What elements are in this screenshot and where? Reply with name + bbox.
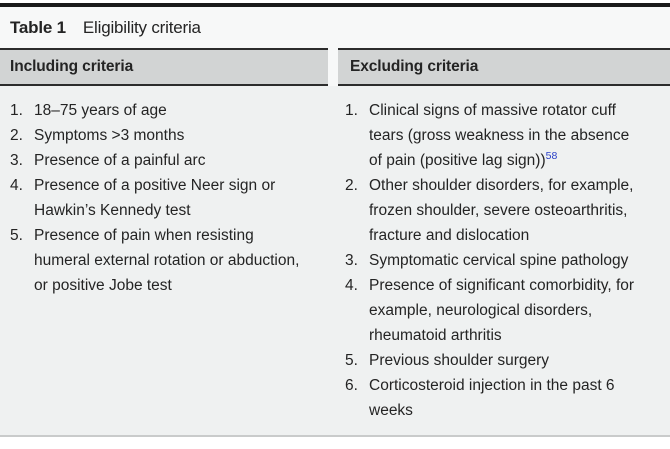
item-number: 1.: [10, 102, 23, 119]
list-item: 3. Symptomatic cervical spine pathology: [345, 248, 670, 273]
item-text: Symptoms >3 months: [34, 127, 185, 144]
table-top-rule: [0, 3, 670, 7]
excluding-criteria-list: 1. Clinical signs of massive rotator cuf…: [335, 98, 670, 435]
table-title-label: Table 1: [10, 17, 66, 37]
list-item: 4. Presence of a positive Neer sign or H…: [10, 173, 335, 223]
item-text: Presence of a painful arc: [34, 152, 206, 169]
column-header-excluding: Excluding criteria: [338, 48, 670, 86]
item-number: 4.: [10, 177, 23, 194]
list-item: 5. Previous shoulder surgery: [345, 348, 670, 373]
item-number: 1.: [345, 102, 358, 119]
list-item: 2. Symptoms >3 months: [10, 123, 335, 148]
item-text: Other shoulder disorders, for example, f…: [369, 177, 634, 244]
column-header-including: Including criteria: [0, 48, 328, 86]
item-number: 2.: [10, 127, 23, 144]
item-text: Presence of a positive Neer sign or Hawk…: [34, 177, 276, 219]
table-caption: Eligibility criteria: [82, 17, 201, 37]
table-bottom-rule: [0, 435, 670, 437]
item-number: 5.: [345, 352, 358, 369]
item-text: Symptomatic cervical spine pathology: [369, 252, 629, 269]
item-number: 4.: [345, 277, 358, 294]
item-number: 3.: [345, 252, 358, 269]
item-text: Previous shoulder surgery: [369, 352, 550, 369]
list-item: 1. 18–75 years of age: [10, 98, 335, 123]
item-text-main: Clinical signs of massive rotator cuff t…: [369, 102, 630, 169]
list-item: 6. Corticosteroid injection in the past …: [345, 373, 670, 423]
item-number: 6.: [345, 377, 358, 394]
eligibility-criteria-table: Table 1 Eligibility criteria Including c…: [0, 3, 670, 437]
item-text: Clinical signs of massive rotator cuff t…: [369, 98, 641, 173]
table-body: 1. 18–75 years of age 2. Symptoms >3 mon…: [0, 86, 670, 435]
list-item: 4. Presence of significant comorbidity, …: [345, 273, 670, 348]
item-number: 5.: [10, 227, 23, 244]
item-number: 3.: [10, 152, 23, 169]
reference-link-58[interactable]: 58: [545, 149, 558, 162]
list-item: 3. Presence of a painful arc: [10, 148, 335, 173]
list-item: 5. Presence of pain when resisting humer…: [10, 223, 335, 298]
table-header-row: Including criteria Excluding criteria: [0, 48, 670, 86]
item-text: Presence of pain when resisting humeral …: [34, 227, 300, 294]
including-criteria-list: 1. 18–75 years of age 2. Symptoms >3 mon…: [0, 98, 335, 435]
item-number: 2.: [345, 177, 358, 194]
list-item: 2. Other shoulder disorders, for example…: [345, 173, 670, 248]
list-item: 1. Clinical signs of massive rotator cuf…: [345, 98, 670, 173]
header-column-gutter: [328, 48, 338, 86]
item-text: Corticosteroid injection in the past 6 w…: [369, 377, 615, 419]
table-title-row: Table 1 Eligibility criteria: [0, 7, 670, 48]
item-text: 18–75 years of age: [34, 102, 167, 119]
item-text: Presence of significant comorbidity, for…: [369, 277, 635, 344]
